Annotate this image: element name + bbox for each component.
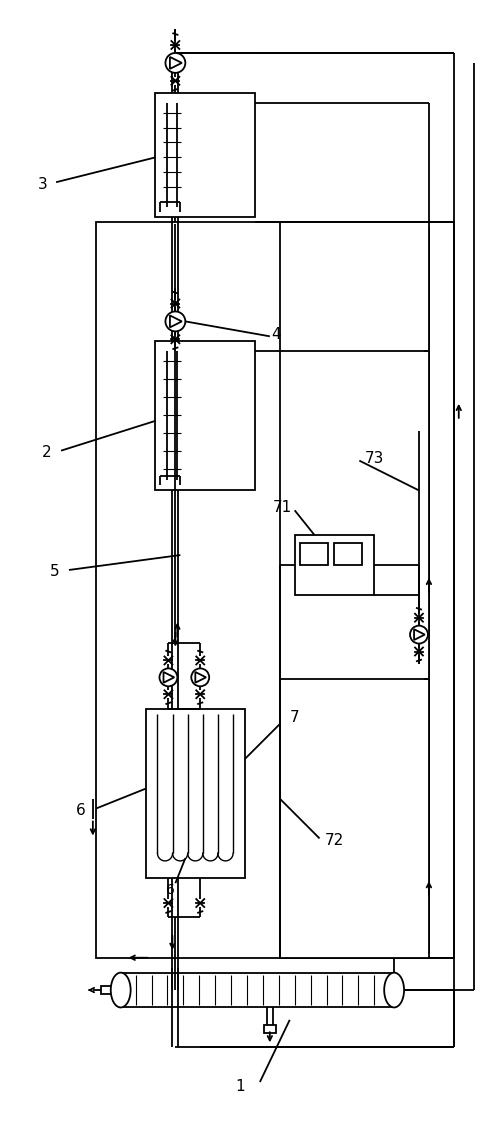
Bar — [121, 973, 394, 1008]
Bar — [155, 342, 255, 491]
Circle shape — [166, 53, 185, 72]
Bar — [300, 543, 328, 566]
Polygon shape — [170, 316, 182, 327]
Bar — [146, 709, 245, 878]
Circle shape — [191, 668, 209, 687]
Ellipse shape — [111, 973, 131, 1008]
Text: 3: 3 — [38, 176, 48, 191]
Polygon shape — [164, 672, 174, 683]
Text: 1: 1 — [235, 1079, 245, 1095]
Text: 4: 4 — [271, 327, 281, 342]
Text: 6: 6 — [76, 803, 86, 818]
Bar — [155, 93, 255, 217]
Polygon shape — [196, 672, 206, 683]
Bar — [101, 986, 122, 994]
Text: 2: 2 — [42, 446, 52, 460]
Circle shape — [410, 625, 428, 644]
Circle shape — [166, 311, 185, 331]
Text: 6: 6 — [166, 883, 175, 897]
Bar — [280, 222, 429, 958]
Text: 72: 72 — [325, 832, 344, 848]
Ellipse shape — [384, 973, 404, 1008]
Text: 5: 5 — [50, 564, 60, 579]
Bar — [295, 535, 374, 595]
Text: 73: 73 — [364, 451, 384, 466]
Polygon shape — [170, 57, 182, 69]
Text: 7: 7 — [290, 709, 299, 725]
Text: 71: 71 — [272, 500, 292, 515]
Bar — [264, 1026, 276, 1034]
Bar — [334, 543, 363, 566]
Polygon shape — [414, 629, 425, 640]
Circle shape — [159, 668, 177, 687]
Bar — [96, 222, 454, 958]
